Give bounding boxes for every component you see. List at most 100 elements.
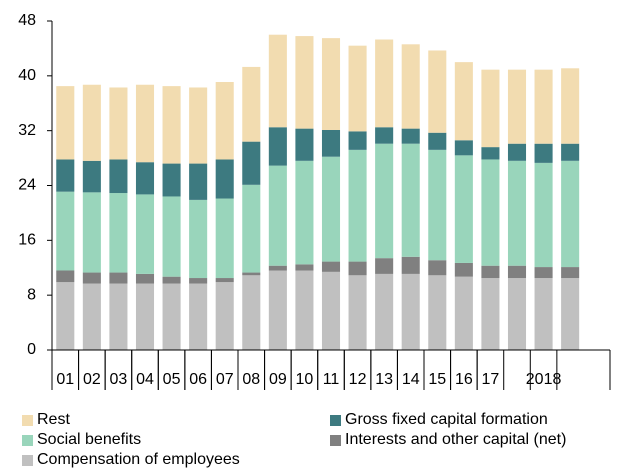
bar-segment <box>135 283 155 350</box>
bar-segment <box>454 155 473 263</box>
bar-segment <box>534 69 553 144</box>
bar-segment <box>242 275 261 350</box>
bar-segment <box>56 86 75 160</box>
x-tick-label: 02 <box>83 371 101 388</box>
bar-segment <box>401 128 420 144</box>
bar-segment <box>481 278 500 350</box>
x-tick-label: 08 <box>242 371 260 388</box>
bar-segment <box>295 160 314 265</box>
bar-segment <box>56 270 75 283</box>
bar-segment <box>135 194 155 274</box>
x-tick-label: 01 <box>56 371 74 388</box>
x-tick-label: 14 <box>402 371 420 388</box>
bar-segment <box>162 163 181 197</box>
bar-segment <box>534 267 553 279</box>
bar-segment <box>428 275 447 350</box>
y-tick-label: 0 <box>27 341 36 358</box>
x-tick-label: 06 <box>189 371 207 388</box>
bar-segment <box>321 38 341 130</box>
y-tick-label: 32 <box>18 122 36 139</box>
x-tick-label: 13 <box>375 371 393 388</box>
legend-swatch <box>330 415 341 426</box>
bar-segment <box>162 283 181 350</box>
bar-segment <box>507 69 527 144</box>
bar-segment <box>82 160 101 193</box>
bar-segment <box>189 163 208 200</box>
bar-segment <box>348 45 367 132</box>
bar-segment <box>534 143 553 163</box>
y-tick-label: 16 <box>18 232 36 249</box>
bar-segment <box>268 127 287 166</box>
bar-segment <box>481 159 500 266</box>
bar-segment <box>215 278 234 283</box>
bar-segment <box>375 127 394 144</box>
bar-segment <box>189 87 208 164</box>
bar-segment <box>321 129 341 157</box>
bar-segment <box>321 271 341 350</box>
bar-segment <box>162 276 181 284</box>
bar-segment <box>268 165 287 266</box>
bar-segment <box>82 272 101 284</box>
bar-segment <box>242 184 261 273</box>
bar-segment <box>428 260 447 276</box>
bar-segment <box>375 273 394 350</box>
y-tick-label: 48 <box>18 12 36 29</box>
x-tick-label: 05 <box>163 371 181 388</box>
legend-swatch <box>330 435 341 446</box>
bar-segment <box>401 256 420 274</box>
legend-label: Interests and other capital (net) <box>345 431 566 448</box>
bar-segment <box>481 69 500 148</box>
bar-segment <box>375 39 394 128</box>
x-tick-label: 15 <box>428 371 446 388</box>
x-tick-label: 17 <box>482 371 500 388</box>
legend-label: Compensation of employees <box>37 451 240 468</box>
bar-segment <box>375 258 394 274</box>
bar-segment <box>162 196 181 277</box>
legend-swatch <box>22 415 33 426</box>
bar-segment <box>215 159 234 199</box>
bar-segment <box>215 198 234 279</box>
y-tick-label: 40 <box>18 67 36 84</box>
bar-segment <box>481 265 500 279</box>
bar-segment <box>507 143 527 161</box>
bar-segment <box>348 149 367 262</box>
legend-label: Gross fixed capital formation <box>345 411 548 428</box>
bar-segment <box>454 62 473 141</box>
x-tick-label: 03 <box>110 371 128 388</box>
bar-segment <box>135 273 155 284</box>
bar-segment <box>268 34 287 128</box>
bar-segment <box>135 162 155 195</box>
x-tick-label: 16 <box>455 371 473 388</box>
bar-segment <box>561 68 580 144</box>
bar-segment <box>481 147 500 160</box>
bar-segment <box>109 193 128 273</box>
bar-segment <box>56 159 75 192</box>
bar-segment <box>215 282 234 350</box>
x-tick-label: 10 <box>296 371 314 388</box>
bar-segment <box>507 278 527 350</box>
bar-segment <box>82 192 101 273</box>
bar-segment <box>401 143 420 257</box>
bar-segment <box>401 44 420 129</box>
bar-segment <box>348 131 367 150</box>
y-tick-label: 24 <box>18 177 36 194</box>
bar-segment <box>561 267 580 279</box>
bar-segment <box>295 36 314 129</box>
bar-segment <box>268 265 287 271</box>
bar-segment <box>375 143 394 259</box>
bar-segment <box>401 273 420 350</box>
bar-segment <box>428 149 447 261</box>
bar-segment <box>109 272 128 284</box>
x-tick-label: 04 <box>136 371 154 388</box>
bar-segment <box>135 84 155 163</box>
bar-segment <box>189 278 208 284</box>
bar-segment <box>242 272 261 276</box>
bar-segment <box>295 128 314 161</box>
bar-segment <box>454 276 473 350</box>
bar-segment <box>534 278 553 350</box>
bar-segment <box>428 50 447 133</box>
bar-segment <box>454 140 473 156</box>
bar-segment <box>561 143 580 161</box>
x-tick-label: 11 <box>323 371 340 388</box>
bar-segment <box>428 132 447 150</box>
